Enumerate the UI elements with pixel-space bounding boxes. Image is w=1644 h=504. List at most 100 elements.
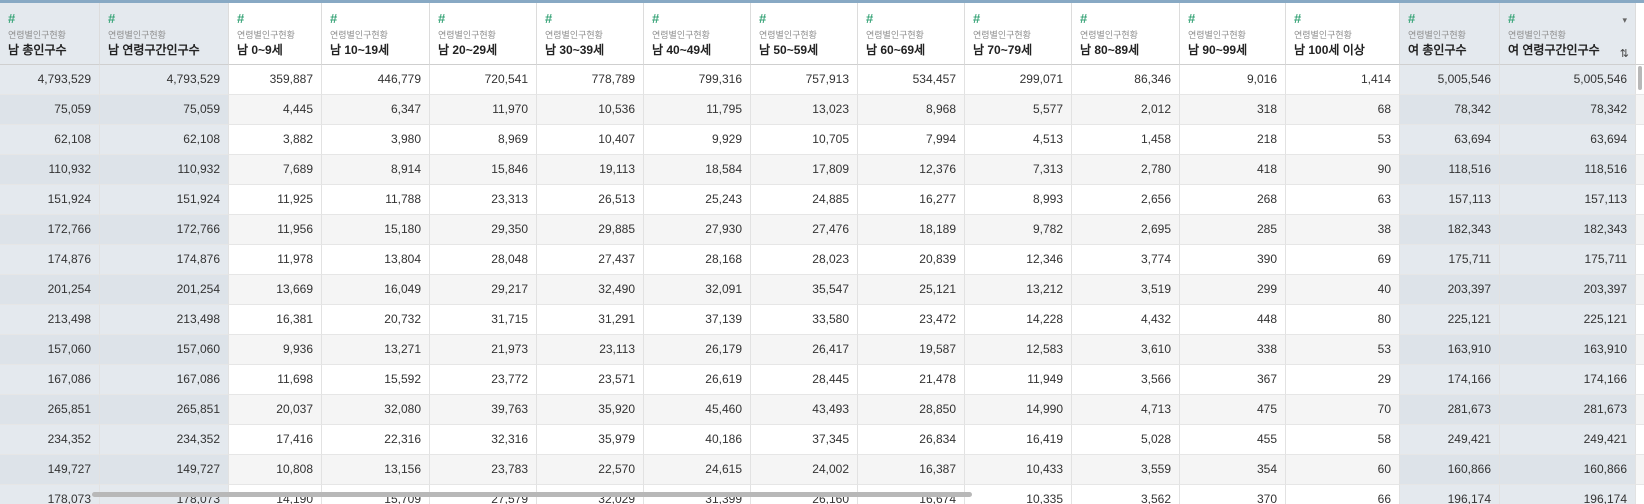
table-cell[interactable]: 13,271	[322, 335, 430, 365]
table-cell[interactable]: 218	[1180, 125, 1286, 155]
table-cell[interactable]: 32,080	[322, 395, 430, 425]
table-cell[interactable]: 10,808	[229, 455, 322, 485]
table-cell[interactable]: 175,711	[1500, 245, 1636, 275]
table-cell[interactable]: 28,445	[751, 365, 858, 395]
vertical-scrollbar[interactable]	[1638, 66, 1642, 90]
table-cell[interactable]: 58	[1286, 425, 1400, 455]
table-cell[interactable]: 11,978	[229, 245, 322, 275]
table-cell[interactable]: 26,179	[644, 335, 751, 365]
table-cell[interactable]: 86,346	[1072, 65, 1180, 95]
table-cell[interactable]	[1636, 245, 1644, 275]
table-cell[interactable]: 38	[1286, 215, 1400, 245]
table-cell[interactable]: 11,970	[430, 95, 537, 125]
table-cell[interactable]: 10,335	[965, 485, 1072, 504]
table-cell[interactable]: 13,023	[751, 95, 858, 125]
table-cell[interactable]: 5,005,546	[1400, 65, 1500, 95]
column-header[interactable]: # 연령별인구현황 남 80~89세	[1072, 3, 1180, 65]
table-cell[interactable]: 90	[1286, 155, 1400, 185]
table-cell[interactable]: 13,669	[229, 275, 322, 305]
table-cell[interactable]: 174,166	[1400, 365, 1500, 395]
table-cell[interactable]: 149,727	[0, 455, 100, 485]
table-cell[interactable]: 3,882	[229, 125, 322, 155]
table-cell[interactable]: 338	[1180, 335, 1286, 365]
table-cell[interactable]: 367	[1180, 365, 1286, 395]
sort-icon[interactable]: ⇅	[1619, 48, 1629, 60]
table-cell[interactable]: 60	[1286, 455, 1400, 485]
table-cell[interactable]: 2,695	[1072, 215, 1180, 245]
table-cell[interactable]: 8,968	[858, 95, 965, 125]
table-cell[interactable]: 28,023	[751, 245, 858, 275]
table-cell[interactable]: 249,421	[1400, 425, 1500, 455]
table-cell[interactable]: 196,174	[1400, 485, 1500, 504]
table-cell[interactable]: 19,587	[858, 335, 965, 365]
table-cell[interactable]: 11,795	[644, 95, 751, 125]
table-cell[interactable]: 75,059	[0, 95, 100, 125]
column-header[interactable]: # 연령별인구현황 남 40~49세	[644, 3, 751, 65]
table-cell[interactable]: 2,012	[1072, 95, 1180, 125]
table-cell[interactable]	[1636, 155, 1644, 185]
table-cell[interactable]: 203,397	[1400, 275, 1500, 305]
table-cell[interactable]: 9,016	[1180, 65, 1286, 95]
table-cell[interactable]: 110,932	[0, 155, 100, 185]
table-cell[interactable]	[1636, 95, 1644, 125]
table-row[interactable]: 234,352 234,352 17,416 22,316 32,316 35,979 40…	[0, 425, 1644, 455]
table-cell[interactable]: 31,715	[430, 305, 537, 335]
table-cell[interactable]: 163,910	[1500, 335, 1636, 365]
table-cell[interactable]: 448	[1180, 305, 1286, 335]
table-cell[interactable]: 4,793,529	[100, 65, 229, 95]
table-cell[interactable]: 28,168	[644, 245, 751, 275]
table-cell[interactable]: 213,498	[100, 305, 229, 335]
table-cell[interactable]: 32,091	[644, 275, 751, 305]
table-cell[interactable]: 7,313	[965, 155, 1072, 185]
table-cell[interactable]: 234,352	[100, 425, 229, 455]
table-cell[interactable]	[1636, 125, 1644, 155]
table-cell[interactable]: 172,766	[100, 215, 229, 245]
column-header[interactable]: # 연령별인구현황 남 연령구간인구수	[100, 3, 229, 65]
table-cell[interactable]: 33,580	[751, 305, 858, 335]
table-cell[interactable]: 35,979	[537, 425, 644, 455]
table-row[interactable]: 265,851 265,851 20,037 32,080 39,763 35,920 45…	[0, 395, 1644, 425]
table-cell[interactable]	[1636, 335, 1644, 365]
table-cell[interactable]: 213,498	[0, 305, 100, 335]
table-cell[interactable]: 53	[1286, 335, 1400, 365]
table-cell[interactable]: 10,536	[537, 95, 644, 125]
table-cell[interactable]: 19,113	[537, 155, 644, 185]
column-header[interactable]: # 연령별인구현황 남 100세 이상	[1286, 3, 1400, 65]
table-cell[interactable]: 7,994	[858, 125, 965, 155]
table-row[interactable]: 167,086 167,086 11,698 15,592 23,772 23,571 26…	[0, 365, 1644, 395]
table-cell[interactable]: 63,694	[1400, 125, 1500, 155]
table-cell[interactable]: 157,113	[1400, 185, 1500, 215]
table-cell[interactable]: 249,421	[1500, 425, 1636, 455]
table-cell[interactable]: 27,476	[751, 215, 858, 245]
table-cell[interactable]: 720,541	[430, 65, 537, 95]
table-cell[interactable]: 225,121	[1400, 305, 1500, 335]
table-cell[interactable]: 27,437	[537, 245, 644, 275]
table-cell[interactable]: 17,809	[751, 155, 858, 185]
table-cell[interactable]: 11,925	[229, 185, 322, 215]
table-cell[interactable]: 534,457	[858, 65, 965, 95]
table-cell[interactable]: 475	[1180, 395, 1286, 425]
table-cell[interactable]: 15,846	[430, 155, 537, 185]
table-row[interactable]: 151,924 151,924 11,925 11,788 23,313 26,513 25…	[0, 185, 1644, 215]
table-cell[interactable]: 157,060	[100, 335, 229, 365]
table-cell[interactable]: 37,139	[644, 305, 751, 335]
table-cell[interactable]: 157,060	[0, 335, 100, 365]
table-cell[interactable]: 201,254	[100, 275, 229, 305]
table-cell[interactable]: 23,772	[430, 365, 537, 395]
table-cell[interactable]: 23,783	[430, 455, 537, 485]
table-cell[interactable]: 23,571	[537, 365, 644, 395]
table-cell[interactable]: 8,993	[965, 185, 1072, 215]
table-cell[interactable]: 4,445	[229, 95, 322, 125]
table-row[interactable]: 172,766 172,766 11,956 15,180 29,350 29,885 27…	[0, 215, 1644, 245]
chevron-down-icon[interactable]: ▾	[1622, 15, 1627, 25]
table-cell[interactable]	[1636, 305, 1644, 335]
table-cell[interactable]: 157,113	[1500, 185, 1636, 215]
table-row[interactable]: 75,059 75,059 4,445 6,347 11,970 10,536 11,795…	[0, 95, 1644, 125]
table-cell[interactable]: 32,316	[430, 425, 537, 455]
table-row[interactable]: 149,727 149,727 10,808 13,156 23,783 22,570 24…	[0, 455, 1644, 485]
table-cell[interactable]	[1636, 365, 1644, 395]
table-cell[interactable]: 62,108	[100, 125, 229, 155]
column-header[interactable]: # 연령별인구현황 여 총인구수	[1400, 3, 1500, 65]
table-row[interactable]: 213,498 213,498 16,381 20,732 31,715 31,291 37…	[0, 305, 1644, 335]
table-cell[interactable]	[1636, 425, 1644, 455]
